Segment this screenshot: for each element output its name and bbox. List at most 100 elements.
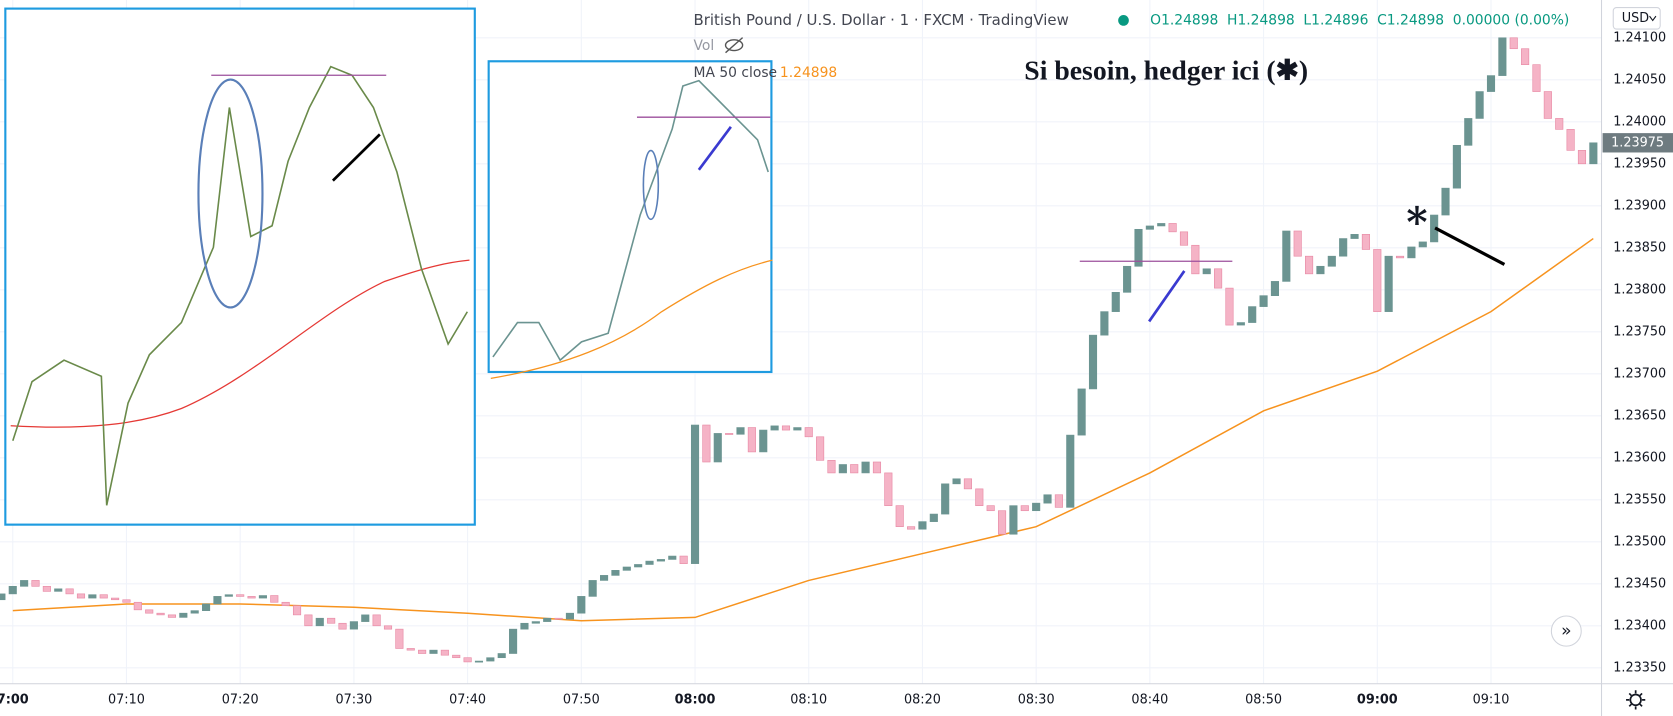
candle [292, 605, 302, 616]
y-tick-label: 1.23750 [1613, 324, 1666, 339]
y-tick-label: 1.23900 [1613, 198, 1666, 213]
time-axis: 7:00 07:10 07:20 07:30 07:40 07:50 08:00 08:10 0… [0, 692, 1509, 707]
candle [1441, 187, 1450, 216]
x-tick-label: 08:20 [904, 692, 941, 707]
candle [372, 614, 381, 627]
candle [406, 648, 415, 651]
candle [1145, 225, 1154, 230]
candle [645, 560, 654, 565]
y-tick-label: 1.24000 [1613, 114, 1666, 129]
x-tick-label: 08:00 [675, 692, 716, 707]
candle [1009, 505, 1018, 535]
inset-arrow [331, 133, 381, 182]
y-tick-label: 1.23850 [1613, 240, 1666, 255]
candles [0, 37, 1598, 663]
candle [1509, 37, 1518, 50]
candle [1100, 311, 1109, 336]
last-price-box [1602, 133, 1673, 153]
candle [8, 585, 17, 595]
candle [383, 625, 393, 630]
candle [804, 427, 813, 438]
scroll-button[interactable]: » [1550, 615, 1582, 647]
candle [54, 588, 63, 592]
candle [1395, 255, 1405, 259]
close-value: C1.24898 [1377, 12, 1444, 28]
candle [1111, 291, 1120, 312]
candle [907, 526, 916, 530]
candle [111, 597, 120, 601]
status-dot [1118, 15, 1129, 26]
candle [236, 594, 245, 597]
inset-ellipse [197, 78, 264, 309]
y-tick-label: 1.23400 [1613, 618, 1666, 633]
candle [565, 612, 574, 620]
candle [1225, 287, 1234, 326]
candle [1316, 265, 1325, 275]
x-tick-label: 07:20 [222, 692, 259, 707]
candle [463, 657, 472, 663]
candle [1589, 142, 1598, 165]
candle [1475, 91, 1484, 119]
candle [1248, 306, 1257, 323]
candle [76, 593, 86, 599]
candle [1066, 434, 1075, 508]
candle [952, 478, 961, 485]
candle [497, 653, 506, 659]
candle [327, 617, 336, 624]
candle [1054, 494, 1063, 508]
candle [1350, 234, 1359, 239]
hide-icon[interactable] [724, 37, 744, 54]
candle [190, 610, 199, 614]
candle [452, 654, 461, 659]
y-tick-label: 1.23500 [1613, 534, 1666, 549]
y-tick-label: 1.23700 [1613, 366, 1666, 381]
candle [1452, 144, 1461, 189]
candle [1077, 388, 1086, 436]
x-tick-label: 08:40 [1131, 692, 1168, 707]
candle [0, 593, 6, 601]
change-value: 0.00000 (0.00%) [1453, 12, 1570, 28]
candle [1373, 249, 1382, 312]
currency-button[interactable]: USD [1612, 6, 1661, 30]
candle [1305, 255, 1314, 275]
candle [133, 601, 142, 611]
candle [395, 628, 404, 649]
candle [975, 488, 984, 506]
candle [338, 622, 347, 630]
y-tick-label: 1.23600 [1613, 450, 1666, 465]
inset-left [4, 7, 476, 526]
marker: * [1406, 198, 1427, 246]
candle [838, 464, 847, 474]
candle [679, 555, 688, 564]
candle [770, 425, 779, 431]
annotation: Si besoin, hedger ici (✱) [1024, 55, 1308, 86]
candle [270, 595, 279, 603]
candle [713, 433, 722, 463]
candle [884, 472, 893, 506]
candle [179, 612, 188, 618]
candle [531, 621, 540, 624]
volume-label: Vol [694, 38, 715, 54]
candle [781, 425, 791, 431]
candle [759, 429, 768, 453]
candle [1270, 281, 1280, 296]
candle [690, 424, 700, 564]
inset-middle [487, 60, 773, 380]
candle [1202, 268, 1211, 275]
candle [611, 570, 620, 576]
candle [99, 594, 108, 599]
candle [963, 478, 972, 490]
candle [1339, 238, 1348, 257]
candle [861, 461, 870, 474]
settings-icon[interactable] [1626, 690, 1646, 710]
low-value: L1.24896 [1303, 12, 1368, 28]
candle [941, 483, 950, 515]
x-tick-label: 09:10 [1473, 692, 1510, 707]
candle [202, 603, 211, 611]
x-tick-label: 08:50 [1245, 692, 1282, 707]
y-tick-label: 1.23800 [1613, 282, 1666, 297]
arrow-line [1148, 270, 1186, 323]
candle [1032, 502, 1041, 512]
